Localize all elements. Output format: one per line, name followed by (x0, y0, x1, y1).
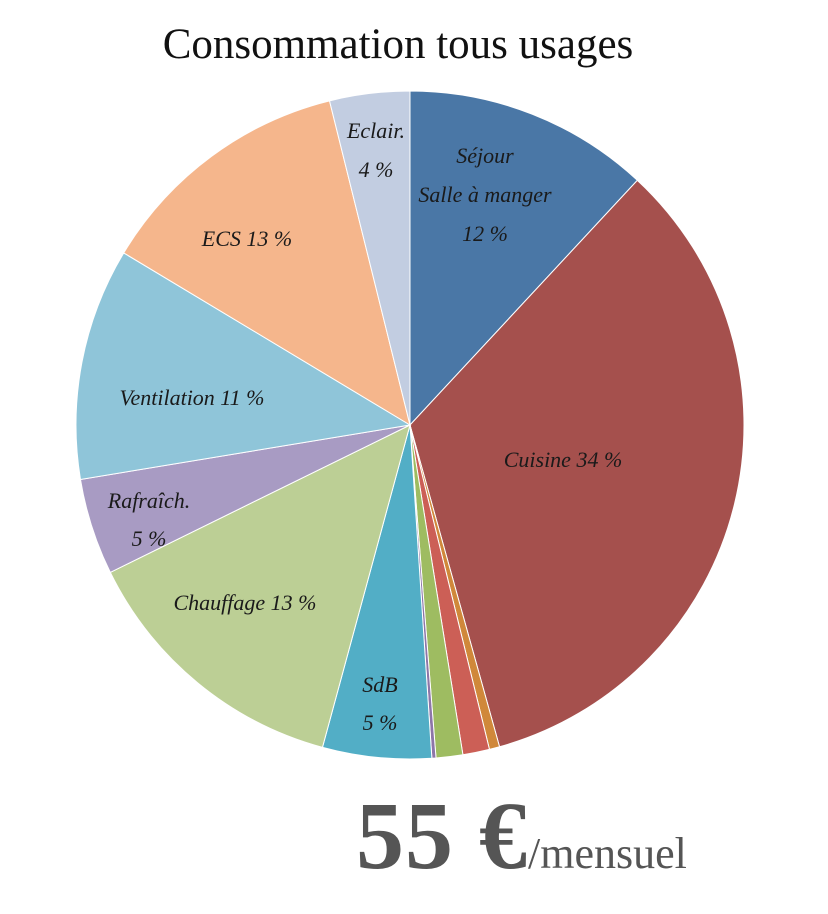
slice-label-6: SdB 5 % (362, 672, 397, 735)
slice-label-line: ECS 13 % (201, 226, 292, 251)
monthly-cost-unit: /mensuel (528, 829, 687, 878)
pie-slice-0 (409, 90, 639, 427)
slice-label-line: Ventilation 11 % (119, 385, 264, 410)
pie-slice-10 (123, 100, 411, 427)
slice-label-8: Rafraîch. 5 % (107, 488, 191, 551)
slice-label-9: Ventilation 11 % (119, 385, 264, 410)
slice-label-line: SdB (362, 672, 397, 697)
slice-label-11: Eclair. 4 % (346, 118, 405, 182)
slice-label-line: 5 % (132, 526, 167, 551)
slice-label-1: Cuisine 34 % (504, 447, 623, 472)
pie-slice-11 (328, 90, 411, 426)
pie-slice-7 (109, 424, 411, 748)
slice-label-10: ECS 13 % (201, 226, 292, 251)
slice-label-line: Cuisine 34 % (504, 447, 623, 472)
slice-label-line: Salle à manger (418, 182, 552, 207)
slice-label-line: 5 % (363, 710, 398, 735)
slice-label-7: Chauffage 13 % (174, 590, 317, 615)
slice-label-line: Chauffage 13 % (174, 590, 317, 615)
slice-label-line: Eclair. (346, 118, 405, 143)
pie-slice-9 (75, 252, 412, 481)
slice-label-line: 12 % (462, 221, 508, 246)
slice-label-0: Séjour Salle à manger 12 % (418, 143, 552, 246)
slice-label-line: Séjour (456, 143, 514, 168)
chart-title: Consommation tous usages (162, 21, 634, 68)
monthly-cost-amount: 55 € (356, 782, 528, 889)
slice-label-line: Rafraîch. (107, 488, 191, 513)
monthly-cost: 55 €/mensuel (356, 780, 687, 891)
slice-label-line: 4 % (359, 157, 394, 182)
pie-slice-1 (409, 179, 745, 748)
